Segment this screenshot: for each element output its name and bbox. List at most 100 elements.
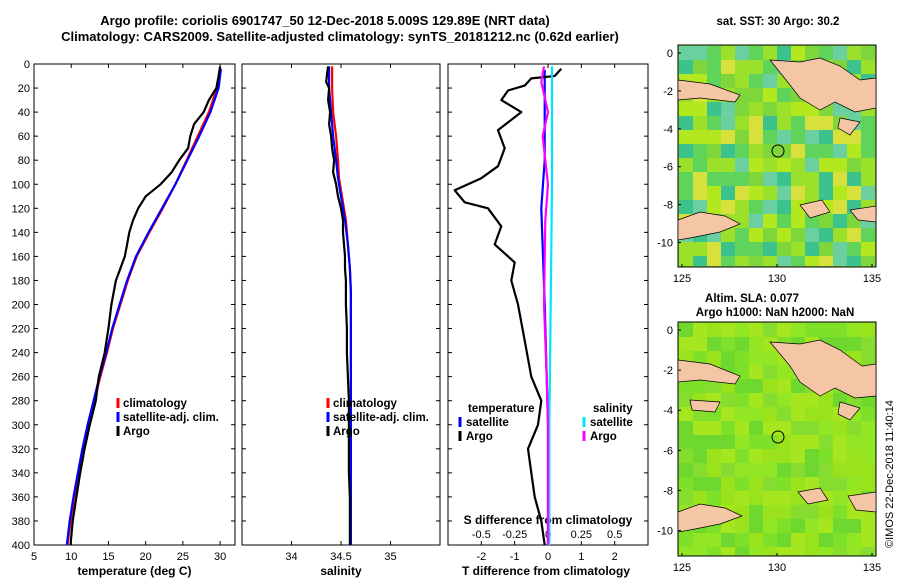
field-cell: [735, 144, 749, 158]
field-cell: [833, 337, 847, 351]
field-cell: [707, 477, 721, 491]
field-cell: [721, 491, 735, 505]
field-cell: [861, 351, 875, 365]
field-cell: [707, 463, 721, 477]
field-cell: [721, 547, 735, 555]
field-cell: [847, 256, 861, 266]
field-cell: [819, 463, 833, 477]
y-tick-label: 80: [18, 155, 30, 167]
field-cell: [707, 46, 721, 60]
y-tick-label: 160: [12, 251, 30, 263]
field-cell: [763, 158, 777, 172]
field-cell: [721, 186, 735, 200]
field-cell: [749, 88, 763, 102]
map-y-tick-label: -2: [663, 365, 673, 377]
field-cell: [721, 337, 735, 351]
field-cell: [707, 200, 721, 214]
field-cell: [819, 228, 833, 242]
field-cell: [707, 351, 721, 365]
field-cell: [763, 214, 777, 228]
field-cell: [819, 130, 833, 144]
field-cell: [763, 242, 777, 256]
field-cell: [693, 547, 707, 555]
field-cell: [833, 491, 847, 505]
field-cell: [763, 519, 777, 533]
field-cell: [861, 463, 875, 477]
field-cell: [721, 351, 735, 365]
field-cell: [735, 491, 749, 505]
y-tick-label: 280: [12, 396, 30, 408]
field-cell: [805, 463, 819, 477]
field-cell: [749, 477, 763, 491]
field-cell: [763, 533, 777, 547]
field-cell: [749, 365, 763, 379]
map-y-tick-label: -4: [663, 124, 673, 136]
field-cell: [749, 547, 763, 555]
legend-label: satellite-adj. clim.: [123, 412, 219, 424]
field-cell: [791, 393, 805, 407]
field-cell: [707, 421, 721, 435]
y-tick-label: 220: [12, 324, 30, 336]
field-cell: [749, 144, 763, 158]
field-cell: [735, 242, 749, 256]
field-cell: [693, 200, 707, 214]
field-cell: [693, 46, 707, 60]
field-cell: [721, 130, 735, 144]
x2-tick-label: 0.5: [607, 529, 622, 541]
field-cell: [763, 407, 777, 421]
field-cell: [735, 519, 749, 533]
field-cell: [707, 323, 721, 337]
field-cell: [721, 323, 735, 337]
y-tick-label: 140: [12, 227, 30, 239]
field-cell: [777, 46, 791, 60]
field-cell: [791, 533, 805, 547]
field-cell: [777, 323, 791, 337]
field-cell: [707, 547, 721, 555]
field-cell: [791, 449, 805, 463]
field-cell: [735, 102, 749, 116]
field-cell: [735, 116, 749, 130]
field-cell: [749, 463, 763, 477]
field-cell: [861, 158, 875, 172]
field-cell: [735, 533, 749, 547]
field-cell: [749, 407, 763, 421]
field-cell: [861, 477, 875, 491]
series-line-salinity-argo: [540, 66, 550, 545]
x-tick-label: 34: [285, 551, 297, 563]
field-cell: [763, 337, 777, 351]
field-cell: [777, 214, 791, 228]
field-cell: [833, 256, 847, 266]
field-cell: [721, 463, 735, 477]
field-cell: [721, 200, 735, 214]
x2-tick-label: 0.25: [571, 529, 592, 541]
field-cell: [805, 407, 819, 421]
plot-frame: [241, 63, 441, 546]
x-axis-label: T difference from climatology: [462, 564, 630, 578]
field-cell: [819, 505, 833, 519]
field-cell: [819, 477, 833, 491]
field-cell: [819, 172, 833, 186]
field-cell: [833, 186, 847, 200]
field-cell: [833, 46, 847, 60]
sla-map-title-2: Argo h1000: NaN h2000: NaN: [696, 307, 855, 319]
legend-label: Argo: [123, 426, 150, 438]
field-cell: [819, 323, 833, 337]
field-cell: [861, 228, 875, 242]
field-cell: [833, 463, 847, 477]
field-cell: [679, 172, 693, 186]
field-cell: [749, 116, 763, 130]
field-cell: [763, 116, 777, 130]
field-cell: [777, 130, 791, 144]
field-cell: [735, 463, 749, 477]
field-cell: [735, 186, 749, 200]
field-cell: [819, 547, 833, 555]
field-cell: [721, 46, 735, 60]
field-cell: [805, 228, 819, 242]
profile-plots: 0204060801001201401601802002202402602803…: [12, 59, 649, 578]
field-cell: [833, 228, 847, 242]
field-cell: [721, 242, 735, 256]
field-cell: [833, 519, 847, 533]
field-cell: [791, 158, 805, 172]
field-cell: [861, 144, 875, 158]
